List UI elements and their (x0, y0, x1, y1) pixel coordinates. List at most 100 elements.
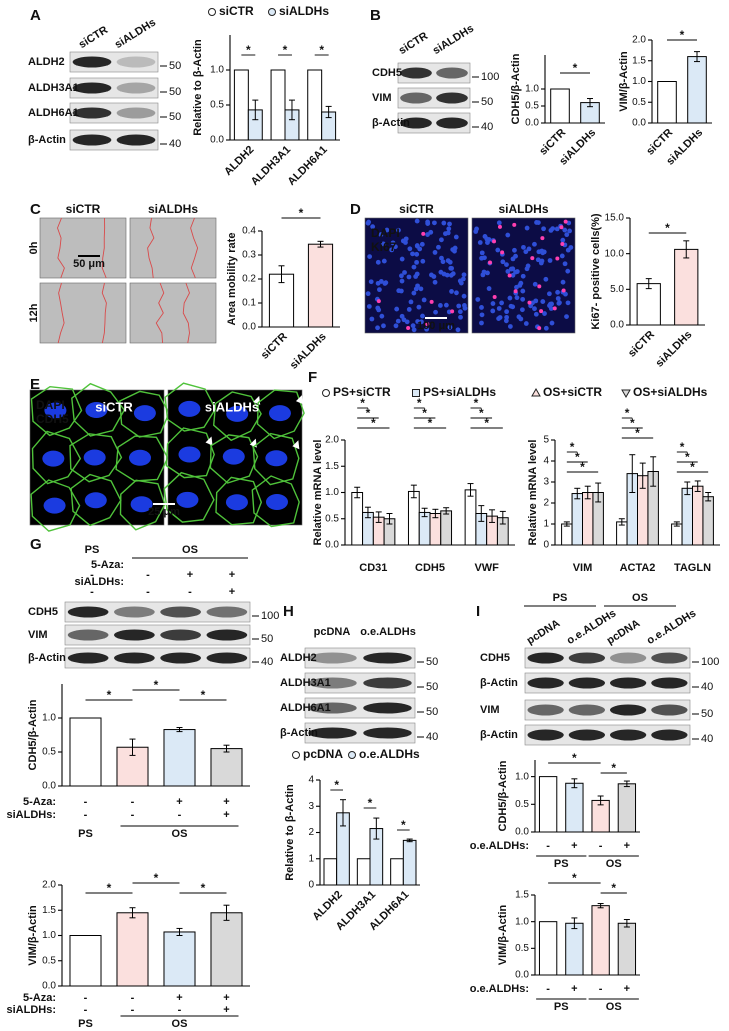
significance-label: * (360, 396, 365, 410)
y-tick-label: 0.5 (525, 101, 539, 112)
column-label: siCTR (399, 202, 434, 216)
blot-band (363, 727, 412, 739)
nucleus (378, 232, 384, 237)
cell-junction (163, 471, 215, 523)
group-label: OS (632, 592, 648, 604)
nucleus (425, 219, 431, 225)
nucleus (419, 319, 424, 325)
blot-band (72, 134, 112, 146)
ki67-nucleus (561, 288, 566, 293)
bar (163, 931, 196, 987)
nucleus (379, 313, 385, 319)
nucleus (505, 269, 511, 274)
y-axis-label: VIM/β-Actin (497, 904, 509, 965)
cell-junction (70, 473, 122, 527)
bar (323, 858, 338, 886)
blot-band (160, 606, 201, 618)
blot-row-label: ALDH3A1 (280, 677, 331, 689)
nucleus (461, 293, 467, 299)
error-bar (223, 744, 230, 753)
micrograph (129, 282, 217, 344)
blot-band (651, 704, 688, 716)
lane-label: siALDHs (113, 17, 158, 51)
blot-band (308, 727, 357, 739)
nucleus (446, 226, 452, 232)
blot-band (651, 677, 688, 689)
significance-label: * (611, 881, 616, 895)
nucleus (456, 303, 462, 309)
wound-edge (182, 282, 190, 344)
error-bar (705, 492, 712, 502)
significance-label: * (299, 206, 304, 220)
significance-label: * (334, 778, 339, 792)
significance-label: * (246, 43, 251, 57)
nucleus (542, 311, 547, 316)
error-bar (176, 727, 183, 733)
error-bar (467, 483, 474, 497)
nucleus (178, 446, 201, 463)
y-tick-label: 1.5 (325, 461, 339, 472)
x-tick-label: CDH5 (415, 562, 445, 574)
nucleus (43, 497, 66, 514)
ki67-nucleus (552, 306, 557, 311)
wound-edge (155, 282, 165, 344)
column-label: siCTR (95, 399, 133, 414)
blot-band (609, 652, 647, 664)
condition-value: + (223, 992, 229, 1004)
marker-label: 50 (169, 111, 181, 123)
error-bar (645, 278, 652, 290)
nucleus (398, 288, 404, 294)
nucleus (534, 220, 539, 225)
nucleus (421, 297, 427, 303)
error-bar (432, 508, 439, 519)
cell-junction (30, 479, 81, 532)
significance-label: * (401, 818, 406, 832)
bar (571, 493, 583, 546)
bar (307, 243, 334, 328)
ki67-nucleus (500, 250, 505, 255)
nucleus (565, 300, 571, 306)
y-tick-label: 2.0 (42, 880, 56, 891)
nucleus (439, 237, 444, 243)
legend-label: siCTR (219, 4, 254, 18)
condition-value: - (84, 809, 88, 821)
condition-value: + (223, 809, 229, 821)
nucleus (390, 240, 396, 246)
ki67-nucleus (450, 309, 455, 314)
nucleus (480, 272, 486, 278)
error-bar (406, 838, 413, 843)
y-tick-label: 1.5 (515, 890, 529, 901)
condition-value: + (571, 983, 577, 995)
ki67-nucleus (539, 309, 544, 314)
blot-row-label: ALDH2 (28, 56, 65, 68)
nucleus (495, 247, 501, 253)
nucleus (533, 311, 539, 317)
panel-letter: G (30, 536, 42, 553)
bar (687, 56, 707, 124)
condition-value: - (546, 840, 550, 852)
legend-label: PS+siCTR (333, 385, 391, 399)
ki67-nucleus (563, 219, 568, 224)
condition-value: - (178, 809, 182, 821)
blot-band (363, 677, 412, 689)
nucleus (415, 319, 421, 324)
cell-junction (119, 479, 166, 531)
nucleus (454, 290, 459, 296)
ki67-nucleus (555, 256, 560, 261)
lane-label: o.e.ALDHs (360, 626, 416, 638)
bar (561, 523, 573, 546)
group-label: OS (182, 544, 198, 556)
blot-band (114, 606, 155, 618)
cell-junction (31, 430, 82, 485)
legend-marker (322, 389, 330, 397)
ki67-nucleus (507, 273, 512, 278)
nucleus (546, 291, 552, 297)
nucleus (512, 247, 517, 253)
micrograph (39, 217, 127, 279)
nucleus (225, 494, 248, 511)
legend-label: siALDHs (279, 4, 329, 18)
y-tick-label: 0.1 (242, 298, 256, 309)
error-bar (373, 817, 380, 840)
y-tick-label: 5 (543, 435, 549, 446)
